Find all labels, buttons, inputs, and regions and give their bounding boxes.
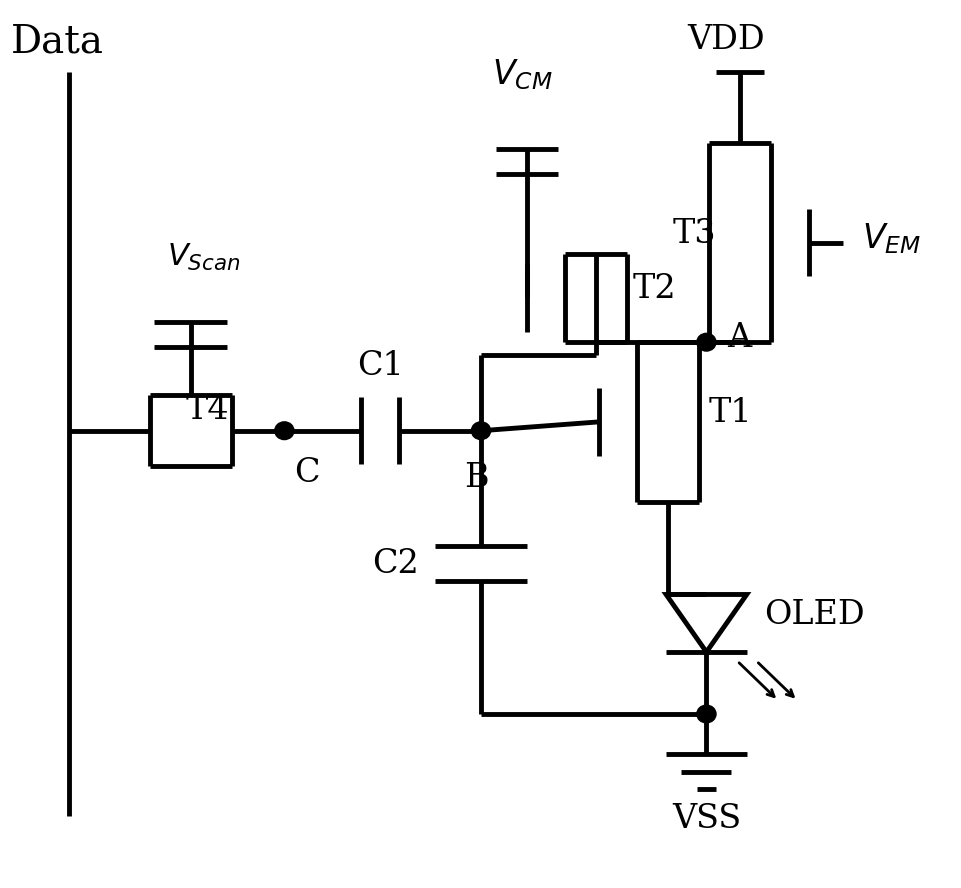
Text: C2: C2 (372, 548, 418, 580)
Circle shape (696, 705, 715, 723)
Text: VDD: VDD (686, 23, 764, 56)
Text: B: B (463, 462, 488, 494)
Text: C: C (294, 457, 319, 489)
Circle shape (696, 333, 715, 351)
Text: T1: T1 (707, 397, 752, 429)
Circle shape (471, 422, 490, 440)
Text: $V_{CM}$: $V_{CM}$ (491, 57, 552, 91)
Text: $V_{EM}$: $V_{EM}$ (861, 221, 920, 256)
Text: Data: Data (11, 23, 104, 60)
Text: T3: T3 (672, 218, 716, 250)
Text: T4: T4 (185, 394, 230, 426)
Text: C1: C1 (357, 350, 404, 382)
Text: T2: T2 (632, 274, 676, 305)
Text: VSS: VSS (671, 803, 740, 835)
Circle shape (275, 422, 294, 440)
Text: A: A (727, 321, 751, 353)
Text: $V_{Scan}$: $V_{Scan}$ (166, 242, 240, 274)
Text: OLED: OLED (763, 599, 864, 630)
